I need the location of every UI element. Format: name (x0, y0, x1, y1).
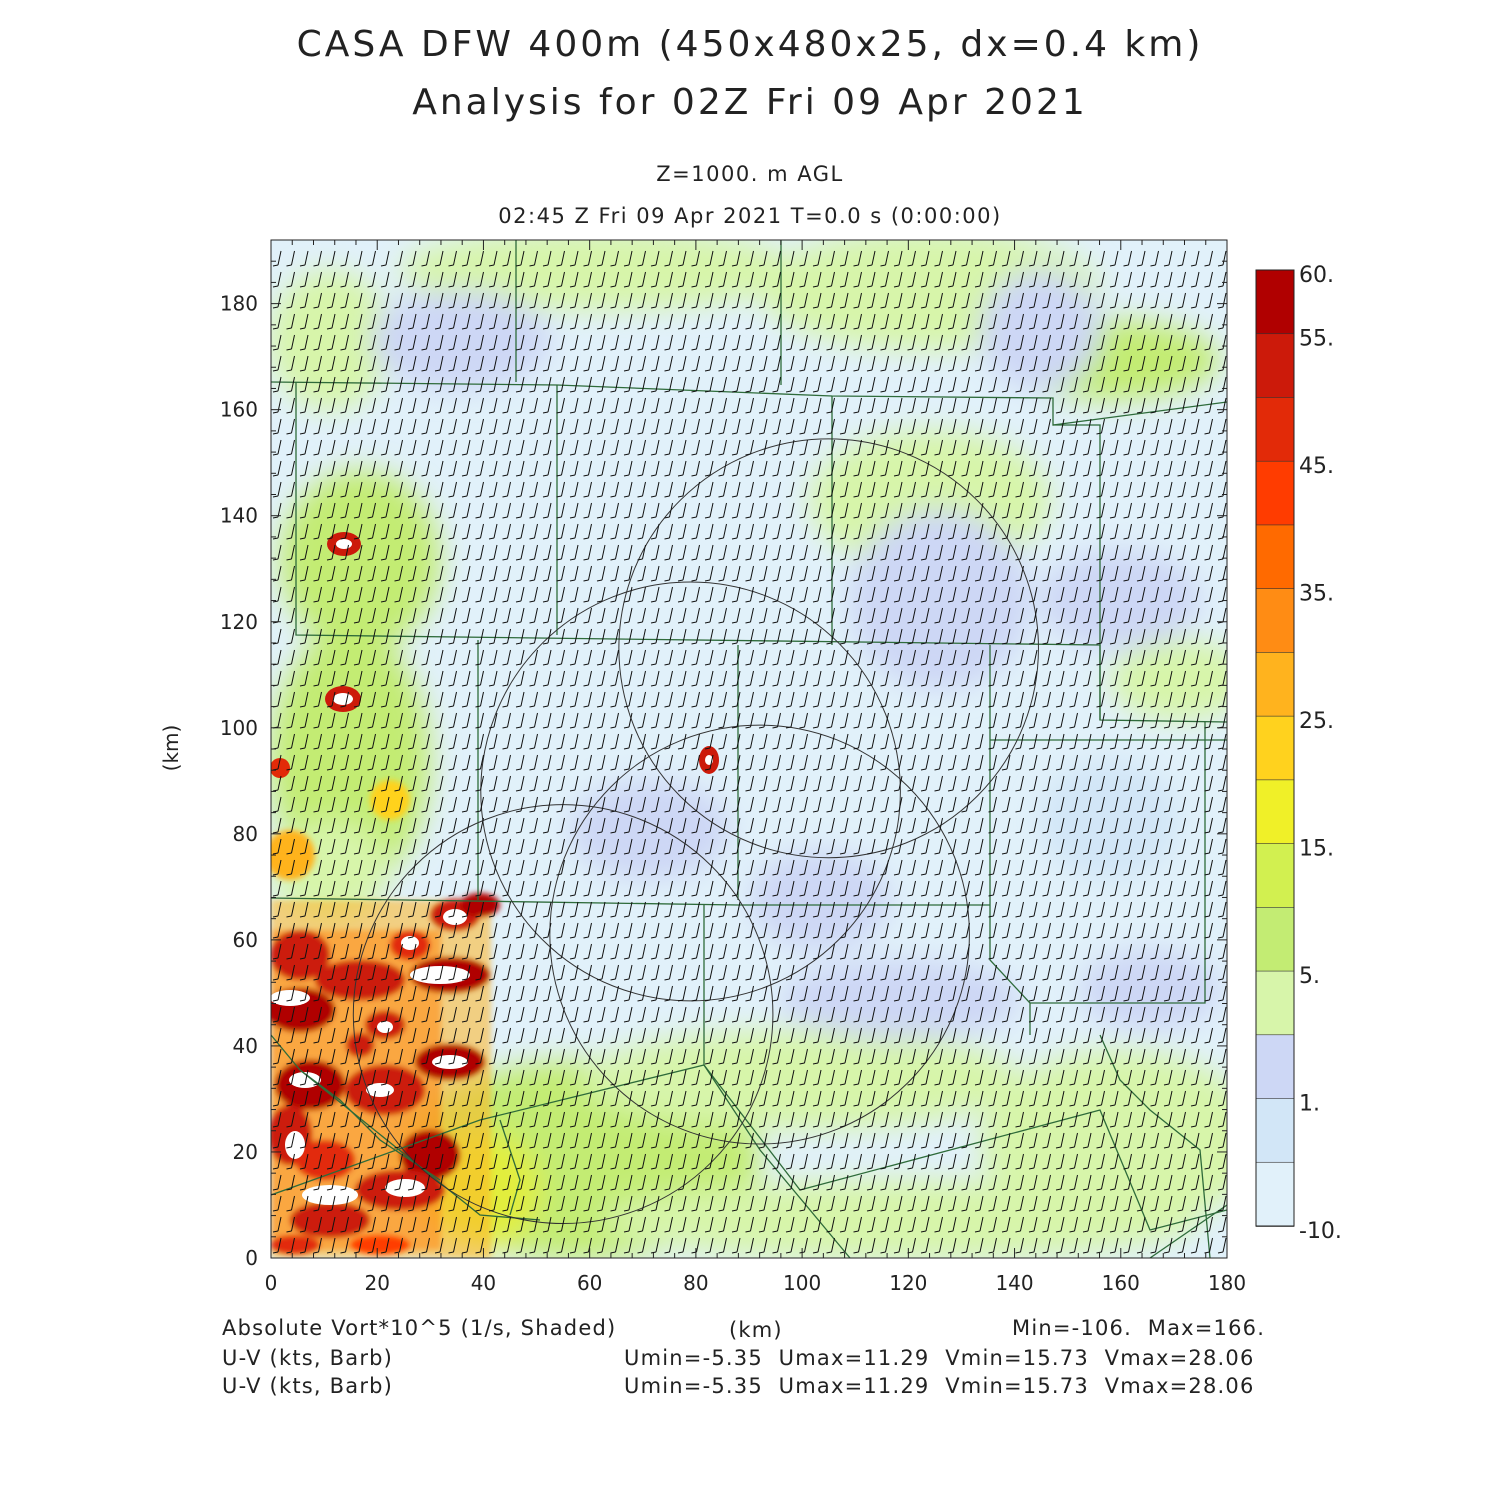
y-tick-label: 60 (233, 928, 258, 952)
colorbar-labels: 60. 55. 45. 35. 25. 15. 5. 1. -10. (1299, 263, 1342, 1244)
x-tick-label: 40 (471, 1271, 496, 1295)
field-label: Absolute Vort*10^5 (1/s, Shaded) (222, 1316, 617, 1340)
chart-title-line1: CASA DFW 400m (450x480x25, dx=0.4 km) (296, 24, 1204, 65)
colorbar-swatch (1255, 1161, 1295, 1227)
colorbar-swatch (1255, 269, 1295, 335)
level-subtitle: Z=1000. m AGL (656, 162, 844, 186)
x-tick-label: 60 (577, 1271, 602, 1295)
colorbar-label: -10. (1299, 1219, 1342, 1244)
colorbar-label: 5. (1299, 964, 1320, 989)
colorbar-label: 25. (1299, 709, 1334, 734)
x-tick-label: 0 (265, 1271, 278, 1295)
colorbar-swatch (1255, 524, 1295, 590)
y-tick-label: 0 (245, 1246, 258, 1270)
y-tick-label: 180 (220, 292, 258, 316)
colorbar-label: 55. (1299, 327, 1334, 352)
colorbar-label: 45. (1299, 454, 1334, 479)
colorbar-swatch (1255, 1034, 1295, 1100)
barb-label-2: U-V (kts, Barb) (222, 1374, 394, 1398)
y-tick-label: 40 (233, 1034, 258, 1058)
y-axis-tick-labels: 0 20 40 60 80 100 120 140 160 180 (220, 292, 258, 1270)
y-tick-label: 160 (220, 398, 258, 422)
field-min-max: Min=-106. Max=166. (1012, 1316, 1266, 1340)
colorbar-swatch (1255, 333, 1295, 399)
colorbar-swatch (1255, 1098, 1295, 1164)
x-tick-label: 20 (364, 1271, 389, 1295)
radar-range-ring (549, 724, 970, 1145)
chart-title-line2: Analysis for 02Z Fri 09 Apr 2021 (412, 82, 1088, 123)
colorbar-swatch (1255, 652, 1295, 717)
colorbar-label: 35. (1299, 582, 1334, 607)
colorbar-swatch (1255, 715, 1295, 781)
x-tick-label: 140 (995, 1271, 1033, 1295)
barb-label-1: U-V (kts, Barb) (222, 1346, 394, 1370)
y-tick-label: 80 (233, 822, 258, 846)
colorbar-swatch (1255, 907, 1295, 972)
colorbar (1255, 269, 1295, 1227)
colorbar-swatch (1255, 843, 1295, 909)
vorticity-shading (271, 240, 1227, 1258)
y-tick-label: 100 (220, 716, 258, 740)
x-axis-tick-labels: 0 20 40 60 80 100 120 140 160 180 (265, 1271, 1246, 1295)
x-axis-label: (km) (729, 1318, 783, 1342)
radar-range-ring (480, 581, 901, 1002)
x-tick-label: 180 (1208, 1271, 1246, 1295)
colorbar-label: 60. (1299, 263, 1334, 288)
colorbar-swatch (1255, 588, 1295, 654)
x-tick-label: 100 (783, 1271, 821, 1295)
colorbar-label: 15. (1299, 837, 1334, 862)
colorbar-label: 1. (1299, 1092, 1320, 1117)
x-tick-label: 80 (683, 1271, 708, 1295)
y-axis-label: (km) (159, 725, 183, 772)
x-tick-label: 120 (889, 1271, 927, 1295)
radar-range-ring (618, 438, 1039, 859)
y-tick-label: 120 (220, 610, 258, 634)
wind-barbs (272, 250, 1227, 1254)
colorbar-swatch (1255, 397, 1295, 463)
y-tick-label: 140 (220, 504, 258, 528)
colorbar-swatch (1255, 970, 1295, 1036)
colorbar-swatch (1255, 460, 1295, 526)
barb-stats-2: Umin=-5.35 Umax=11.29 Vmin=15.73 Vmax=28… (624, 1374, 1255, 1398)
time-subtitle: 02:45 Z Fri 09 Apr 2021 T=0.0 s (0:00:00… (498, 204, 1002, 228)
x-tick-label: 160 (1102, 1271, 1140, 1295)
axis-ticks (270, 239, 1228, 1259)
colorbar-swatch (1255, 779, 1295, 845)
y-tick-label: 20 (233, 1140, 258, 1164)
barb-stats-1: Umin=-5.35 Umax=11.29 Vmin=15.73 Vmax=28… (624, 1346, 1255, 1370)
